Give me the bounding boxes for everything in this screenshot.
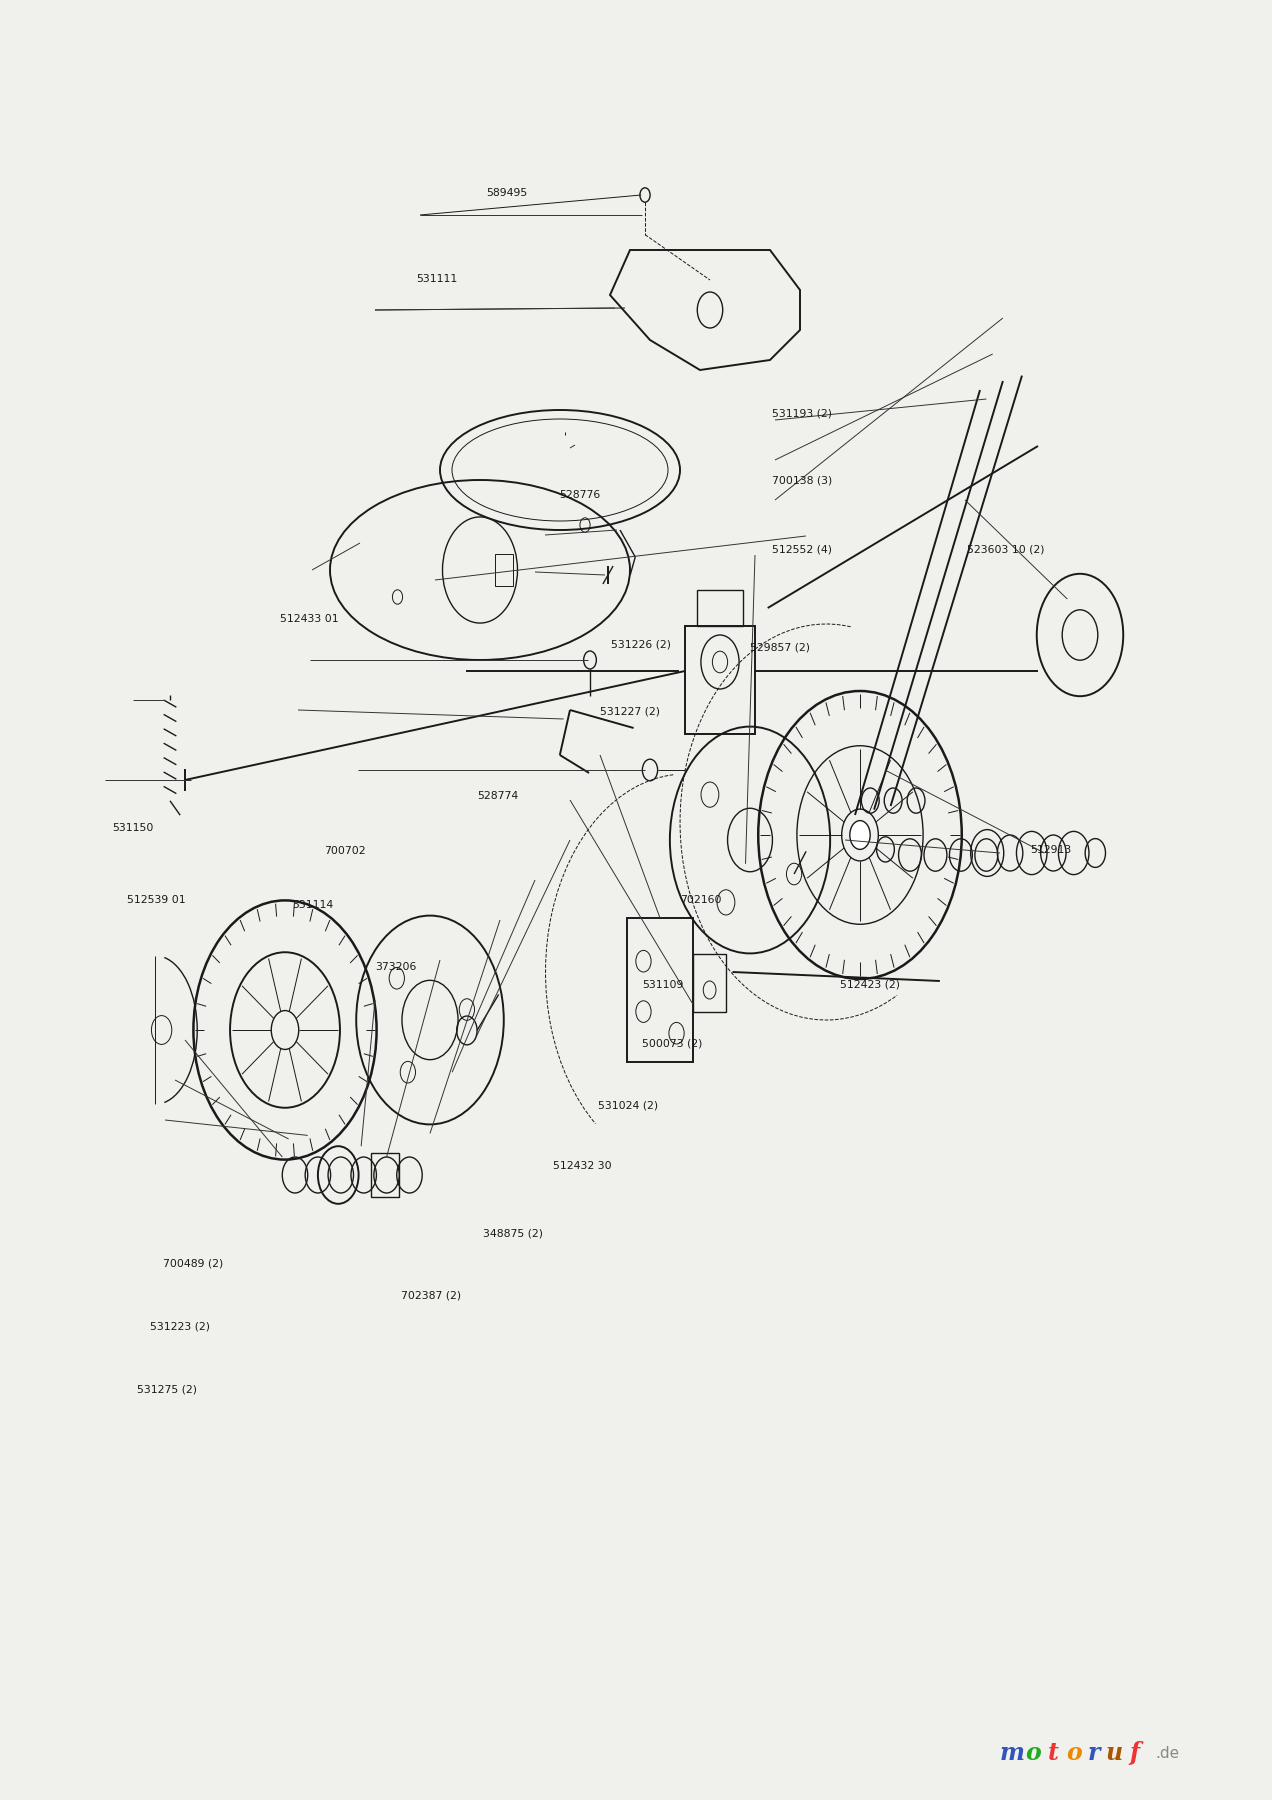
Text: 500073 (2): 500073 (2) xyxy=(642,1039,702,1049)
Text: 512423 (2): 512423 (2) xyxy=(840,979,899,990)
Text: 531109: 531109 xyxy=(642,979,684,990)
Text: 702387 (2): 702387 (2) xyxy=(401,1291,460,1301)
Text: 523603 10 (2): 523603 10 (2) xyxy=(967,544,1044,554)
Text: m: m xyxy=(1000,1741,1025,1766)
Text: 512433 01: 512433 01 xyxy=(280,614,338,625)
Text: 348875 (2): 348875 (2) xyxy=(483,1228,543,1238)
Text: 512539 01: 512539 01 xyxy=(127,895,186,905)
Text: 700702: 700702 xyxy=(324,846,366,857)
Text: 700489 (2): 700489 (2) xyxy=(163,1258,223,1269)
Text: .de: .de xyxy=(1155,1746,1179,1760)
Text: 528774: 528774 xyxy=(477,790,518,801)
Text: 512552 (4): 512552 (4) xyxy=(772,544,832,554)
Text: r: r xyxy=(1088,1741,1100,1766)
Text: o: o xyxy=(1025,1741,1040,1766)
Text: u: u xyxy=(1105,1741,1123,1766)
Text: 700138 (3): 700138 (3) xyxy=(772,475,832,486)
Text: 531024 (2): 531024 (2) xyxy=(598,1100,658,1111)
Text: 528776: 528776 xyxy=(560,490,600,500)
Text: 589495: 589495 xyxy=(487,187,528,198)
Text: o: o xyxy=(1066,1741,1081,1766)
Text: 531114: 531114 xyxy=(293,900,333,911)
Text: t: t xyxy=(1048,1741,1058,1766)
Text: 531223 (2): 531223 (2) xyxy=(150,1321,210,1332)
Text: f: f xyxy=(1130,1741,1140,1766)
Text: 531227 (2): 531227 (2) xyxy=(600,706,660,716)
Text: 373206: 373206 xyxy=(375,961,417,972)
Text: 531193 (2): 531193 (2) xyxy=(772,409,832,419)
Circle shape xyxy=(850,821,870,850)
Text: 531275 (2): 531275 (2) xyxy=(137,1384,197,1395)
Text: 529857 (2): 529857 (2) xyxy=(750,643,810,653)
Text: 531226 (2): 531226 (2) xyxy=(611,639,670,650)
Text: 512913: 512913 xyxy=(1030,844,1071,855)
Text: 531111: 531111 xyxy=(417,274,458,284)
Text: 702160: 702160 xyxy=(681,895,722,905)
Text: 531150: 531150 xyxy=(112,823,154,833)
Text: 512432 30: 512432 30 xyxy=(553,1161,612,1172)
